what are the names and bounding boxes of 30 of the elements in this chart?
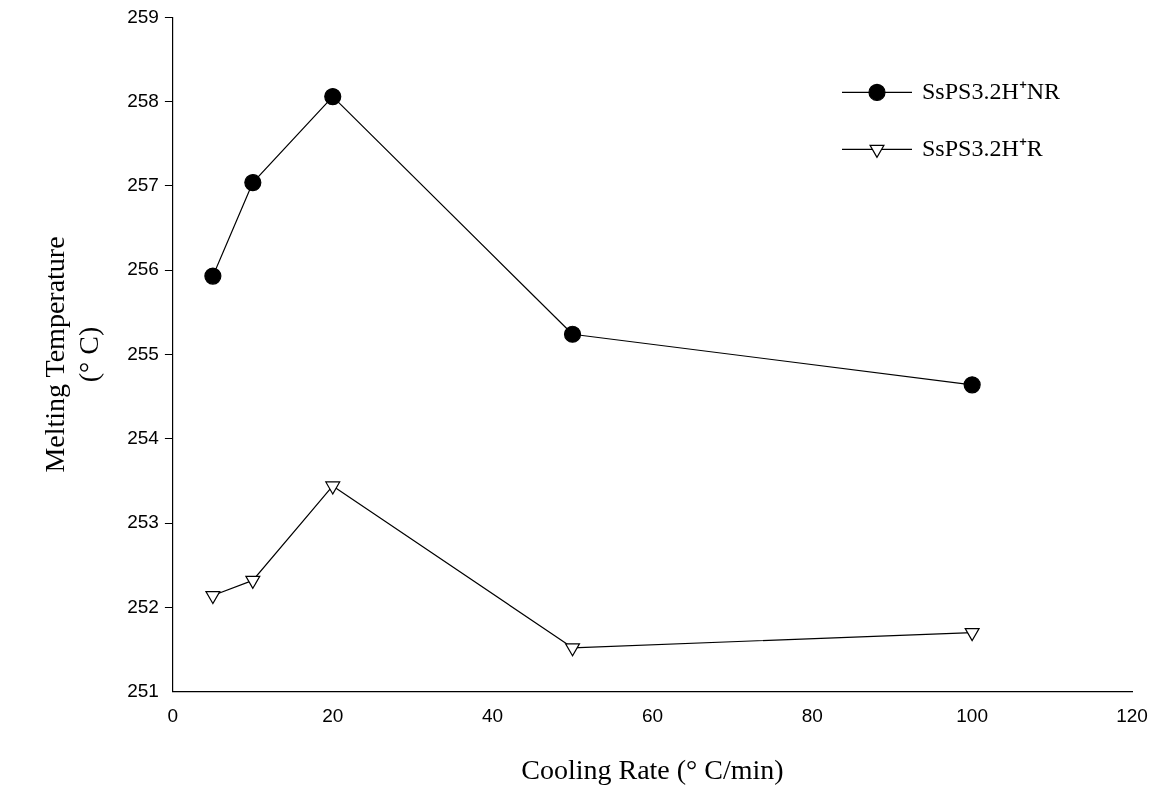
x-tick-label: 0 — [167, 705, 179, 727]
x-tick-label: 80 — [801, 705, 823, 727]
x-tick-label: 20 — [322, 705, 344, 727]
legend-label: SsPS3.2H⁺R — [922, 134, 1043, 161]
y-tick-label: 257 — [127, 174, 159, 196]
point — [563, 325, 582, 343]
x-tick-label: 100 — [956, 705, 988, 727]
y-tick-label: 253 — [127, 511, 159, 533]
y-tick-label: 254 — [127, 427, 160, 449]
point — [244, 173, 262, 192]
point — [204, 267, 222, 285]
x-tick-label: 60 — [641, 705, 664, 727]
y-tick-label: 256 — [127, 258, 159, 280]
point — [565, 643, 581, 657]
x-tick-label: 40 — [482, 705, 504, 727]
y-tick-label: 251 — [127, 679, 159, 701]
point — [324, 88, 342, 106]
y-tick-label: 259 — [127, 5, 159, 27]
point — [325, 481, 341, 495]
point — [964, 628, 980, 642]
x-axis-title: Cooling Rate (° C/min) — [521, 753, 784, 785]
point — [245, 575, 261, 589]
x-tick-label: 120 — [1116, 705, 1148, 727]
y-tick-label: 258 — [127, 89, 159, 111]
y-tick-label: 252 — [127, 595, 159, 617]
y-tick-label: 255 — [127, 342, 159, 364]
point — [963, 376, 981, 394]
y-axis-title: Melting Temperature (° C) — [39, 236, 104, 473]
point — [205, 590, 221, 605]
legend-label: SsPS3.2H⁺NR — [922, 77, 1061, 104]
